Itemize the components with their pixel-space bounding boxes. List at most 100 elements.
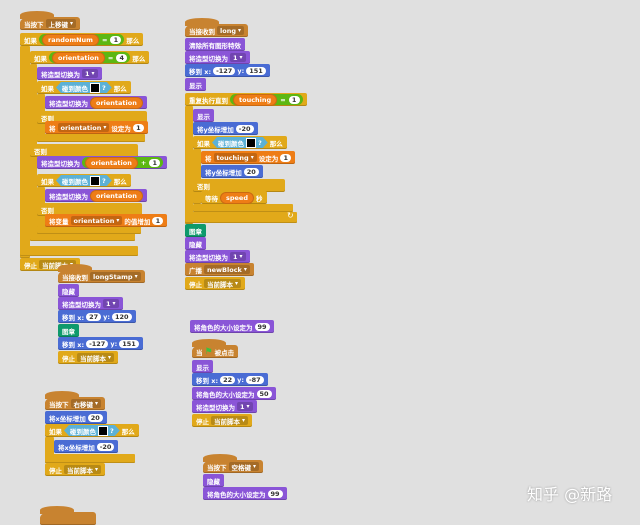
block-events-partial[interactable]: [40, 506, 96, 525]
number-input[interactable]: 1: [110, 35, 122, 44]
block-control[interactable]: 否则: [30, 144, 138, 157]
variable-reporter[interactable]: speed: [220, 191, 254, 204]
dropdown[interactable]: 1: [82, 69, 98, 78]
dropdown[interactable]: orientation: [57, 123, 110, 132]
block-control[interactable]: 重复执行直到 touching = 1: [185, 93, 307, 106]
operator-block[interactable]: touching = 1: [230, 93, 303, 106]
number-input[interactable]: -20: [235, 124, 254, 133]
number-input[interactable]: 20: [87, 413, 103, 422]
block-looks[interactable]: 隐藏: [58, 284, 79, 297]
block-looks[interactable]: 显示: [192, 360, 213, 373]
number-input[interactable]: 151: [119, 339, 139, 348]
block-control[interactable]: 如果 碰到颜色? 那么: [45, 424, 139, 437]
operator-block[interactable]: orientation = 4: [49, 51, 131, 64]
block-data[interactable]: 将变量orientation的值增加1: [45, 214, 168, 227]
dropdown[interactable]: touching: [213, 153, 257, 162]
block-looks[interactable]: 将造型切换为 1: [37, 67, 102, 80]
number-input[interactable]: 120: [111, 312, 132, 321]
block-events[interactable]: 广播 newBlock: [185, 263, 254, 276]
variable-reporter[interactable]: randomNum: [42, 33, 99, 46]
block-looks[interactable]: 将角色的大小设定为 99: [203, 487, 287, 500]
block-control[interactable]: 停止 当前脚本: [192, 414, 253, 427]
block-motion[interactable]: 移到 x: -127 y: 151: [58, 337, 143, 350]
number-input[interactable]: 22: [220, 375, 236, 384]
block-motion[interactable]: 移到 x: 27 y: 120: [58, 310, 136, 323]
dropdown[interactable]: 1: [237, 402, 253, 411]
block-motion[interactable]: 将x坐标增加 -20: [54, 440, 119, 453]
number-input[interactable]: -87: [245, 375, 264, 384]
number-input[interactable]: 20: [243, 167, 259, 176]
number-input[interactable]: -20: [96, 442, 115, 451]
block-looks[interactable]: 将造型切换为 1: [185, 250, 250, 263]
block-control[interactable]: 如果 碰到颜色? 那么: [193, 136, 287, 149]
number-input[interactable]: 99: [254, 322, 270, 331]
block-motion[interactable]: 将y坐标增加 20: [201, 165, 263, 178]
variable-reporter[interactable]: touching: [233, 93, 278, 106]
block-control[interactable]: 停止 当前脚本: [58, 351, 119, 364]
block-motion[interactable]: 移到 x: 22 y: -87: [192, 373, 268, 386]
dropdown[interactable]: 1: [103, 299, 119, 308]
block-control[interactable]: 如果 orientation = 4 那么: [30, 51, 150, 64]
number-input[interactable]: 151: [246, 66, 266, 75]
block-looks[interactable]: 将角色的大小设定为 50: [192, 387, 276, 400]
number-input[interactable]: 1: [288, 95, 300, 104]
block-looks[interactable]: 隐藏: [203, 474, 224, 487]
block-events[interactable]: 当按下 上移键: [20, 11, 81, 30]
dropdown[interactable]: 上移键: [45, 19, 77, 29]
block-control[interactable]: 如果 碰到颜色? 那么: [37, 81, 131, 94]
dropdown[interactable]: long: [217, 26, 244, 35]
block-looks[interactable]: 将造型切换为 1: [192, 400, 257, 413]
number-input[interactable]: 1: [152, 216, 164, 225]
block-events[interactable]: 当按下 右移键: [45, 391, 106, 410]
number-input[interactable]: 1: [280, 153, 292, 162]
color-swatch[interactable]: [90, 176, 100, 186]
block-pen[interactable]: 图章: [185, 224, 206, 237]
block-control[interactable]: 否则: [193, 179, 285, 192]
block-looks[interactable]: 将造型切换为 1: [58, 297, 123, 310]
variable-reporter[interactable]: orientation: [90, 96, 143, 109]
block-control[interactable]: 等待 speed 秒: [201, 191, 267, 204]
variable-reporter[interactable]: orientation: [90, 189, 143, 202]
block-control[interactable]: 如果 碰到颜色? 那么: [37, 174, 131, 187]
block-looks[interactable]: 显示: [193, 109, 214, 122]
dropdown[interactable]: 当前脚本: [211, 416, 249, 426]
variable-reporter[interactable]: orientation: [85, 156, 138, 169]
block-motion[interactable]: 移到 x: -127 y: 151: [185, 64, 270, 77]
block-looks[interactable]: 清除所有图形特效: [185, 38, 245, 51]
block-control[interactable]: 如果 randomNum = 1 那么: [20, 33, 144, 46]
block-data[interactable]: 将orientation设定为1: [45, 121, 148, 134]
operator-block[interactable]: orientation +1: [82, 156, 164, 169]
dropdown[interactable]: 当前脚本: [204, 279, 242, 289]
operator-block[interactable]: randomNum = 1: [39, 33, 125, 46]
block-looks[interactable]: 隐藏: [185, 237, 206, 250]
number-input[interactable]: -127: [86, 339, 109, 348]
color-swatch[interactable]: [90, 83, 100, 93]
block-looks[interactable]: 将造型切换为 orientation +1: [37, 156, 168, 169]
block-looks[interactable]: 显示: [185, 78, 206, 91]
dropdown[interactable]: 1: [230, 53, 246, 62]
dropdown[interactable]: 当前脚本: [64, 465, 102, 475]
block-looks[interactable]: 将造型切换为 orientation: [45, 96, 147, 109]
dropdown[interactable]: orientation: [70, 216, 123, 225]
block-control[interactable]: 停止 当前脚本: [45, 463, 106, 476]
color-swatch[interactable]: [98, 426, 108, 436]
block-looks[interactable]: 将造型切换为 orientation: [45, 189, 147, 202]
number-input[interactable]: 50: [256, 389, 272, 398]
dropdown[interactable]: newBlock: [204, 265, 250, 274]
block-pen[interactable]: 图章: [58, 324, 79, 337]
block-motion[interactable]: 将y坐标增加 -20: [193, 122, 258, 135]
number-input[interactable]: -127: [213, 66, 236, 75]
block-control[interactable]: 停止 当前脚本: [185, 277, 246, 290]
dropdown[interactable]: 右移键: [70, 399, 102, 409]
block-events[interactable]: 当按下 空格键: [203, 454, 264, 473]
block-looks[interactable]: 将造型切换为 1: [185, 51, 250, 64]
color-swatch[interactable]: [246, 138, 256, 148]
dropdown[interactable]: longStamp: [90, 272, 141, 281]
variable-reporter[interactable]: orientation: [52, 51, 105, 64]
block-data[interactable]: 将touching设定为1: [201, 151, 296, 164]
dropdown[interactable]: 当前脚本: [39, 260, 77, 270]
block-events[interactable]: 当接收到 longStamp: [58, 264, 145, 283]
block-control[interactable]: 否则: [37, 111, 147, 124]
number-input[interactable]: 4: [116, 53, 128, 62]
